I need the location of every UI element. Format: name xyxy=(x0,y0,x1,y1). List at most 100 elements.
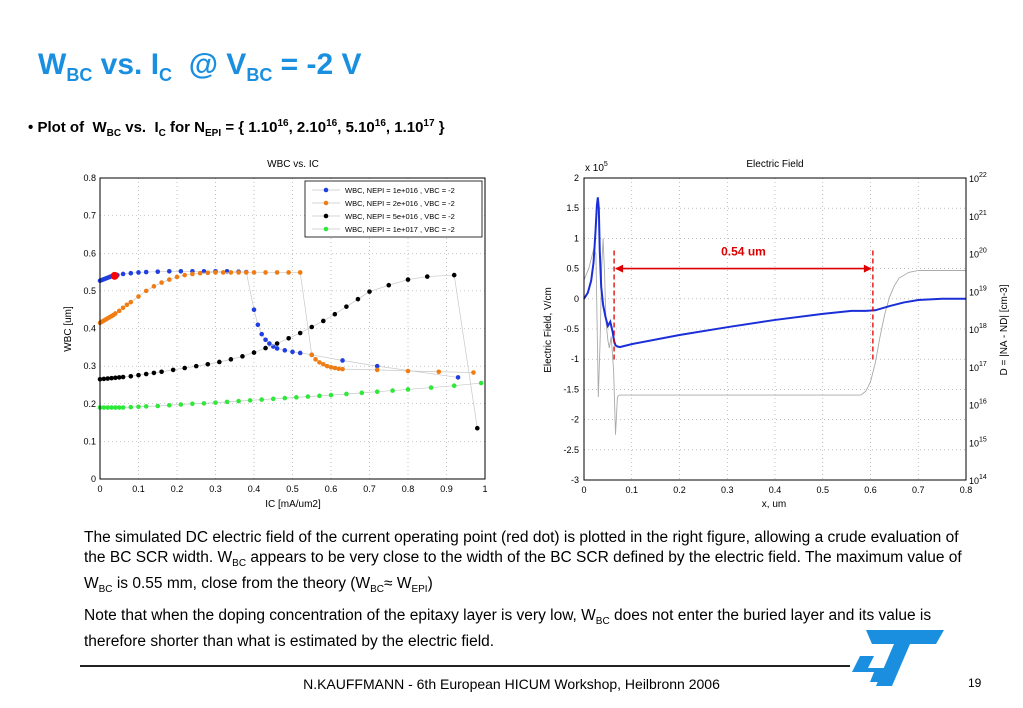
para1-s3: BC xyxy=(370,584,384,596)
chart1-xtick-label: 0.7 xyxy=(363,484,376,494)
chart1-ytick-label: 0.1 xyxy=(83,436,96,446)
chart2-ytick-label: 1 xyxy=(574,233,579,243)
chart1-point xyxy=(274,346,280,351)
chart1-point xyxy=(128,404,134,410)
chart1-point xyxy=(455,375,461,380)
chart1-point xyxy=(374,363,380,369)
paragraph-scr: The simulated DC electric field of the c… xyxy=(84,528,964,600)
chart2-xtick-label: 0.6 xyxy=(864,485,877,495)
chart1-point xyxy=(151,370,157,376)
chart2-ytick-label: -3 xyxy=(571,475,579,485)
doping-profile-line xyxy=(583,238,966,435)
chart1-legend: WBC, NEPI = 1e+016 , VBC = -2 WBC, NEPI =… xyxy=(304,180,483,238)
chart2-ytick-label: 0 xyxy=(574,294,579,304)
chart1-point xyxy=(282,348,288,353)
chart1-point xyxy=(101,376,107,382)
legend-entry-label: WBC, NEPI = 2e+016 , VBC = -2 xyxy=(345,199,455,208)
para1-s2: BC xyxy=(98,584,113,596)
chart1-point xyxy=(451,383,457,388)
chart1-ytick-label: 0.7 xyxy=(83,211,96,221)
legend-entry-label: WBC, NEPI = 1e+016 , VBC = -2 xyxy=(345,186,455,195)
chart1-point xyxy=(116,405,122,410)
chart2-ytick-label: -0.5 xyxy=(563,324,579,334)
bullet-end: } xyxy=(438,119,445,136)
bullet-vs: vs. xyxy=(125,119,147,136)
chart1-point xyxy=(120,305,126,311)
chart2-xtick-label: 0.5 xyxy=(816,485,829,495)
chart1-point xyxy=(170,367,176,373)
chart1-point xyxy=(143,371,149,377)
chart1-point xyxy=(201,269,207,274)
current-point-marker xyxy=(110,271,119,280)
chart1-point xyxy=(309,324,315,330)
chart1-point xyxy=(313,357,318,362)
chart1-point xyxy=(167,277,172,282)
chart2-title: Electric Field xyxy=(746,159,803,170)
chart1-point xyxy=(475,425,480,431)
chart1-plot-frame xyxy=(99,177,486,480)
chart1-point xyxy=(321,361,326,367)
para1-s4: EPI xyxy=(411,584,428,596)
chart2-multiplier-exp: 5 xyxy=(604,161,608,168)
tick-base: 10 xyxy=(969,401,979,411)
chart2-xtick-label: 0.8 xyxy=(960,485,973,495)
bullet-c1: , 2.10 xyxy=(288,119,327,136)
chart1-point xyxy=(336,366,342,372)
bullet-marker: • xyxy=(28,119,34,136)
bullet-e2: 16 xyxy=(326,118,338,129)
chart1-point xyxy=(259,331,264,337)
chart1-point xyxy=(255,322,261,328)
bullet-e3: 16 xyxy=(374,118,386,129)
chart1-point xyxy=(428,385,434,390)
chart1-point xyxy=(159,280,164,285)
tick-exp: 14 xyxy=(979,474,987,481)
chart2-xtick-label: 0.4 xyxy=(769,485,782,495)
chart1-point xyxy=(405,368,411,374)
chart1-point xyxy=(290,349,295,355)
chart1-point xyxy=(136,294,141,299)
chart1-point xyxy=(101,405,107,410)
chart2-plot-frame xyxy=(583,177,967,481)
chart1-xtick-label: 0.2 xyxy=(171,484,184,494)
bullet-w-sub: BC xyxy=(106,128,122,139)
tick-base: 10 xyxy=(969,174,979,184)
chart1-point xyxy=(367,289,372,294)
chart1-ytick-label: 0.8 xyxy=(83,173,96,183)
title-at: @ V xyxy=(188,48,247,81)
legend-marker xyxy=(323,200,329,206)
chart1-point xyxy=(113,375,118,381)
tick-base: 10 xyxy=(969,363,979,373)
chart1-point xyxy=(201,401,207,406)
chart1-point xyxy=(213,400,218,405)
chart1-point xyxy=(390,388,395,393)
chart1-point xyxy=(143,269,149,275)
tick-base: 10 xyxy=(969,212,979,222)
chart1-point xyxy=(282,395,288,401)
chart2-data xyxy=(583,197,966,435)
chart1-point xyxy=(451,272,457,278)
chart2-ytick-label: 2 xyxy=(574,173,579,183)
footer-divider xyxy=(80,665,850,667)
st-logo-s-shape xyxy=(852,656,892,682)
title-i-sub: C xyxy=(159,65,173,85)
chart1-point xyxy=(251,270,257,275)
chart1-point xyxy=(109,375,114,381)
chart2-ytick-right-label: 1019 xyxy=(969,285,987,297)
paragraph-doping: Note that when the doping concentration … xyxy=(84,606,964,652)
chart1-point xyxy=(263,270,268,275)
chart1-point xyxy=(236,398,241,404)
chart2-ytick-label: -2.5 xyxy=(563,445,579,455)
chart1-point xyxy=(332,311,338,317)
chart1-point xyxy=(155,269,161,274)
chart1-point xyxy=(120,405,126,410)
chart2-ticks: 0 0.1 0.2 0.3 0.4 0.5 0.6 0.7 0.8 -3 -2.5 -2 -1.5 -1 -… xyxy=(563,172,986,495)
chart1-point xyxy=(220,270,226,275)
title-v-sub: BC xyxy=(246,65,273,85)
chart1-ticks: 0 0.1 0.2 0.3 0.4 0.5 0.6 0.7 0.8 0.9 1 0 0.1 0.2 0.3 0… xyxy=(83,173,487,494)
bullet-c3: , 1.10 xyxy=(385,119,424,136)
chart2-multiplier-base: x 10 xyxy=(585,163,604,174)
chart2-ytick-label: 1.5 xyxy=(566,203,579,213)
chart1-point xyxy=(340,358,345,363)
chart2-ytick-label: -1.5 xyxy=(563,384,579,394)
legend-marker xyxy=(323,213,329,219)
